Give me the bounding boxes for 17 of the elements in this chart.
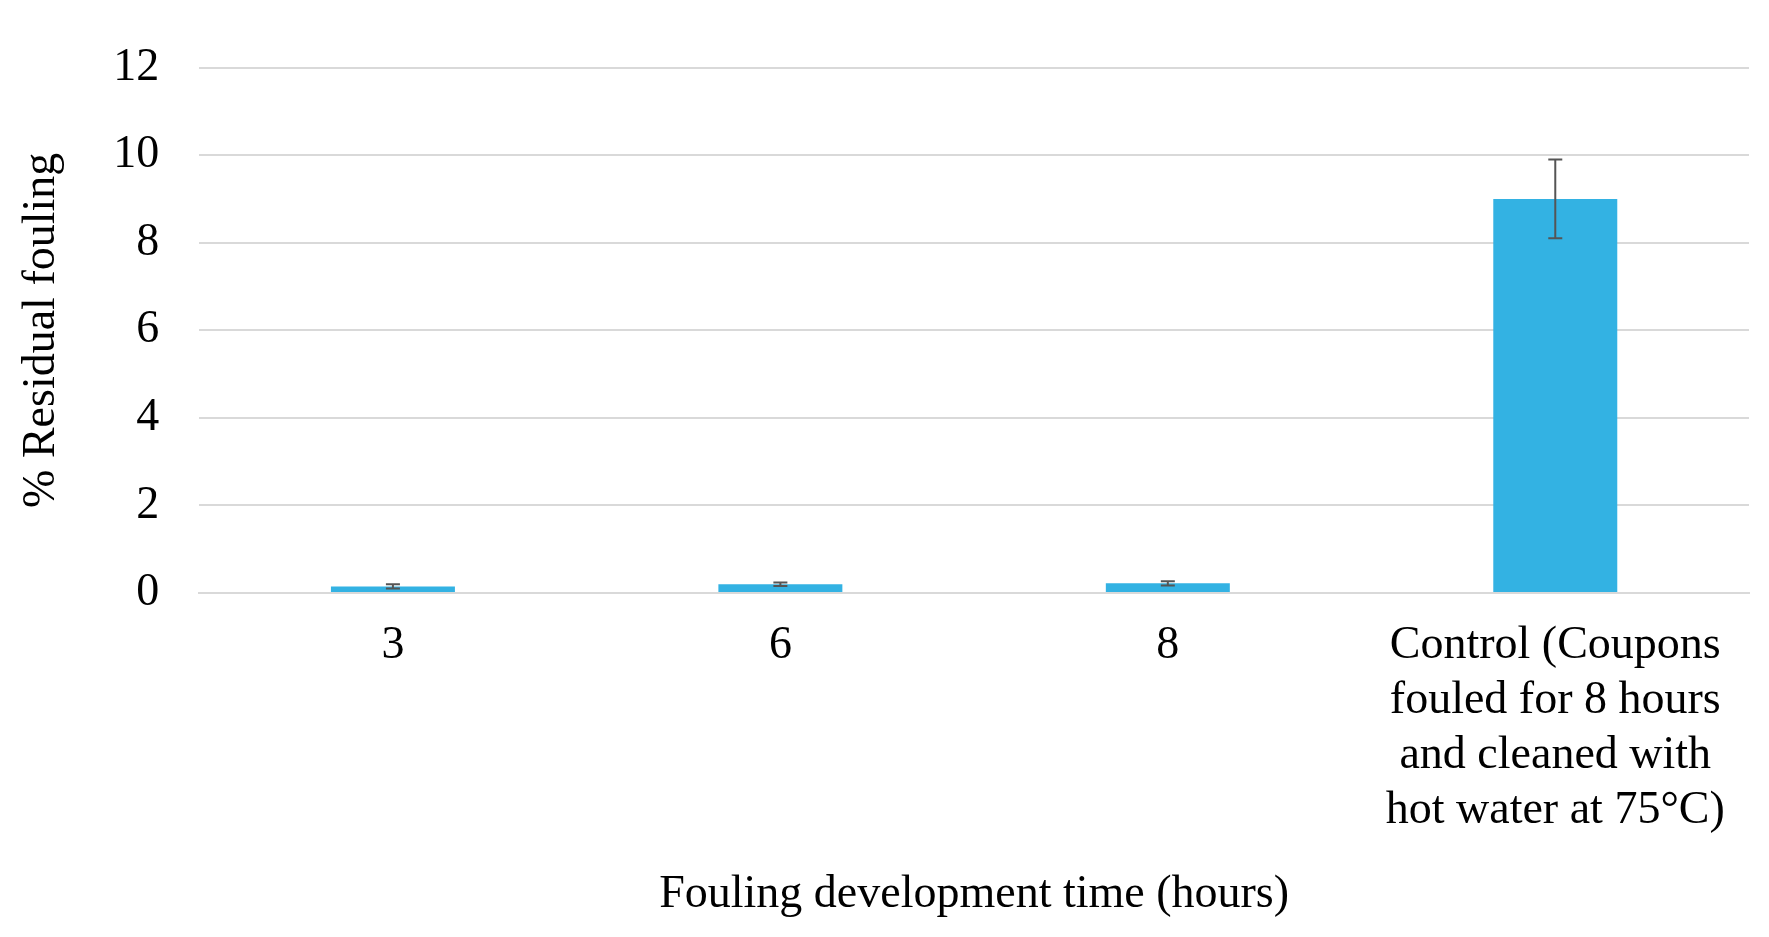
y-tick-label: 6	[136, 301, 160, 353]
x-tick-label: 3	[381, 616, 405, 668]
x-axis-title: Fouling development time (hours)	[659, 866, 1290, 918]
x-tick-label: 6	[768, 616, 792, 668]
bar	[718, 584, 843, 592]
bar	[1105, 583, 1230, 592]
bar	[330, 586, 455, 592]
y-axis-title: % Residual fouling	[12, 152, 64, 508]
y-tick-label: 2	[136, 476, 160, 528]
y-tick-label: 10	[113, 126, 160, 178]
x-tick-label: Control (Coupons fouled for 8 hours and cleaned with hot water at 75°C)	[1385, 616, 1725, 834]
y-tick-label: 0	[136, 564, 160, 616]
bar	[1493, 198, 1618, 592]
y-tick-label: 4	[136, 388, 160, 440]
x-tick-label: 8	[1156, 616, 1180, 668]
y-tick-label: 12	[113, 38, 160, 90]
y-tick-label: 8	[136, 213, 160, 265]
